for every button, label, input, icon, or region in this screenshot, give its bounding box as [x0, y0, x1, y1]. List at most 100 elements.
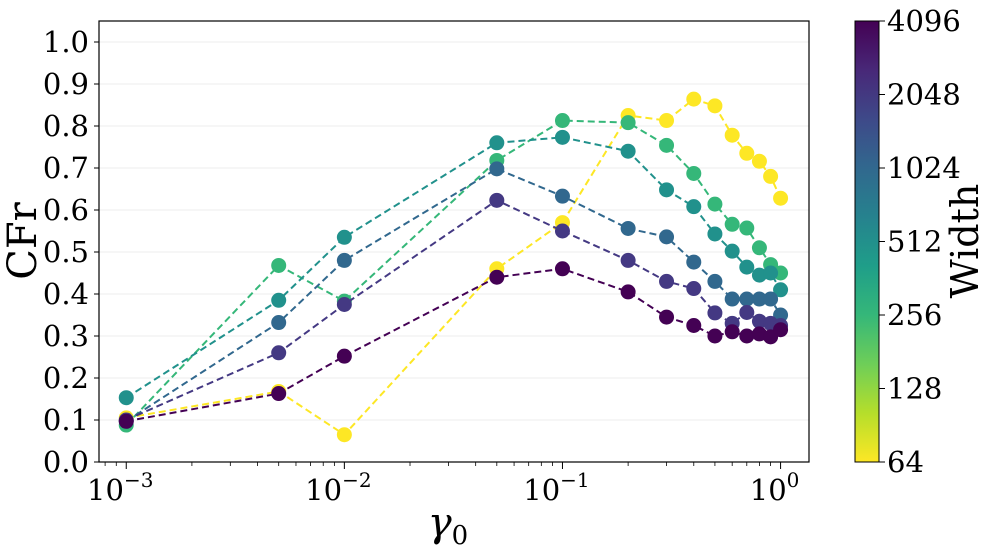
- point-256-4: [554, 113, 570, 129]
- point-512-5: [620, 143, 636, 159]
- point-4096-5: [620, 284, 636, 300]
- series-64: [118, 91, 789, 443]
- point-1024-13: [773, 307, 789, 323]
- point-64-13: [773, 190, 789, 206]
- point-2048-11: [751, 313, 767, 329]
- point-1024-9: [724, 291, 740, 307]
- point-2048-1: [271, 345, 287, 361]
- point-64-6: [659, 113, 675, 129]
- colorbar: [854, 20, 880, 463]
- colorbar-tick-label-4: 256: [887, 298, 942, 332]
- point-256-7: [686, 165, 702, 181]
- point-1024-1: [271, 315, 287, 331]
- x-tick-label-3: 100: [750, 468, 800, 507]
- point-256-8: [707, 196, 723, 212]
- point-1024-7: [686, 254, 702, 270]
- point-256-9: [724, 216, 740, 232]
- point-512-11: [751, 267, 767, 283]
- point-1024-2: [336, 252, 352, 268]
- point-512-3: [489, 135, 505, 151]
- point-64-8: [707, 98, 723, 114]
- series-256: [118, 113, 789, 433]
- point-64-2: [336, 427, 352, 443]
- y-tick-label-7: 0.7: [43, 151, 89, 185]
- series-line-64: [126, 98, 782, 437]
- series-1024: [118, 161, 789, 429]
- point-512-10: [739, 259, 755, 275]
- series-4096: [118, 261, 789, 429]
- x-axis-label-subscript: 0: [452, 521, 469, 549]
- y-tick-label-9: 0.9: [43, 67, 89, 101]
- x-tick-label-2: 10−1: [523, 468, 589, 507]
- point-1024-3: [489, 161, 505, 177]
- point-4096-1: [271, 386, 287, 402]
- point-4096-9: [724, 324, 740, 340]
- point-512-1: [271, 292, 287, 308]
- series-layer: [118, 91, 789, 443]
- series-2048: [118, 192, 789, 428]
- point-2048-3: [489, 192, 505, 208]
- x-tick-label-1: 10−2: [305, 468, 371, 507]
- point-2048-2: [336, 297, 352, 312]
- point-4096-3: [489, 269, 505, 285]
- point-2048-10: [739, 304, 755, 320]
- y-tick-label-10: 1.0: [43, 25, 89, 59]
- colorbar-tick-label-2: 1024: [887, 151, 961, 185]
- series-line-2048: [125, 199, 781, 421]
- point-1024-11: [751, 291, 767, 307]
- colorbar-label: Width: [943, 184, 987, 299]
- series-line-1024: [125, 167, 782, 423]
- point-256-6: [659, 137, 675, 153]
- point-2048-7: [686, 281, 702, 297]
- y-tick-label-2: 0.2: [43, 361, 89, 395]
- point-1024-6: [659, 229, 675, 245]
- point-64-12: [763, 168, 779, 184]
- x-tick-label-0: 10−3: [87, 468, 153, 507]
- point-512-12: [763, 265, 779, 281]
- point-1024-10: [739, 291, 755, 307]
- colorbar-tick-label-5: 128: [887, 372, 942, 406]
- point-1024-8: [707, 273, 723, 289]
- series-512: [118, 129, 789, 406]
- point-2048-4: [554, 223, 570, 239]
- grid-lines: [99, 41, 809, 463]
- point-4096-2: [336, 348, 352, 364]
- y-tick-label-6: 0.6: [43, 193, 89, 227]
- colorbar-tick-label-6: 64: [887, 445, 924, 479]
- point-4096-6: [659, 309, 675, 325]
- point-512-8: [707, 226, 723, 242]
- point-512-4: [554, 129, 570, 145]
- point-4096-8: [707, 328, 723, 344]
- y-tick-label-3: 0.3: [43, 319, 89, 353]
- point-4096-0: [118, 413, 134, 429]
- point-1024-12: [763, 291, 779, 307]
- point-256-10: [739, 220, 755, 236]
- point-2048-8: [707, 305, 723, 321]
- point-4096-4: [554, 261, 570, 277]
- point-64-7: [686, 91, 702, 107]
- point-512-13: [773, 282, 789, 298]
- x-axis-label-symbol: γ: [428, 500, 452, 546]
- point-256-1: [271, 257, 287, 273]
- point-256-11: [751, 240, 767, 256]
- x-axis-label: γ0: [428, 500, 468, 549]
- plot-frame: [98, 20, 810, 463]
- colorbar-tick-label-0: 4096: [887, 4, 961, 38]
- colorbar-tick-label-3: 512: [887, 225, 942, 259]
- y-axis-label: CFr: [0, 201, 46, 279]
- point-512-7: [686, 199, 702, 215]
- point-512-6: [659, 182, 675, 198]
- point-4096-13: [773, 322, 789, 338]
- point-1024-5: [620, 220, 636, 236]
- axes-layer: 0.0 0.1 0.2 0.3 0.4 0.5 0.6 0.7 0.8 0.9 1.0 10−3 10−…: [43, 25, 800, 507]
- point-4096-7: [686, 318, 702, 333]
- point-64-9: [724, 127, 740, 143]
- point-4096-10: [739, 328, 755, 344]
- series-line-256: [125, 119, 782, 426]
- point-512-9: [724, 243, 740, 259]
- colorbar-tick-label-1: 2048: [887, 78, 961, 112]
- y-tick-label-0: 0.0: [43, 445, 89, 479]
- point-64-11: [751, 153, 767, 169]
- point-512-2: [336, 229, 352, 245]
